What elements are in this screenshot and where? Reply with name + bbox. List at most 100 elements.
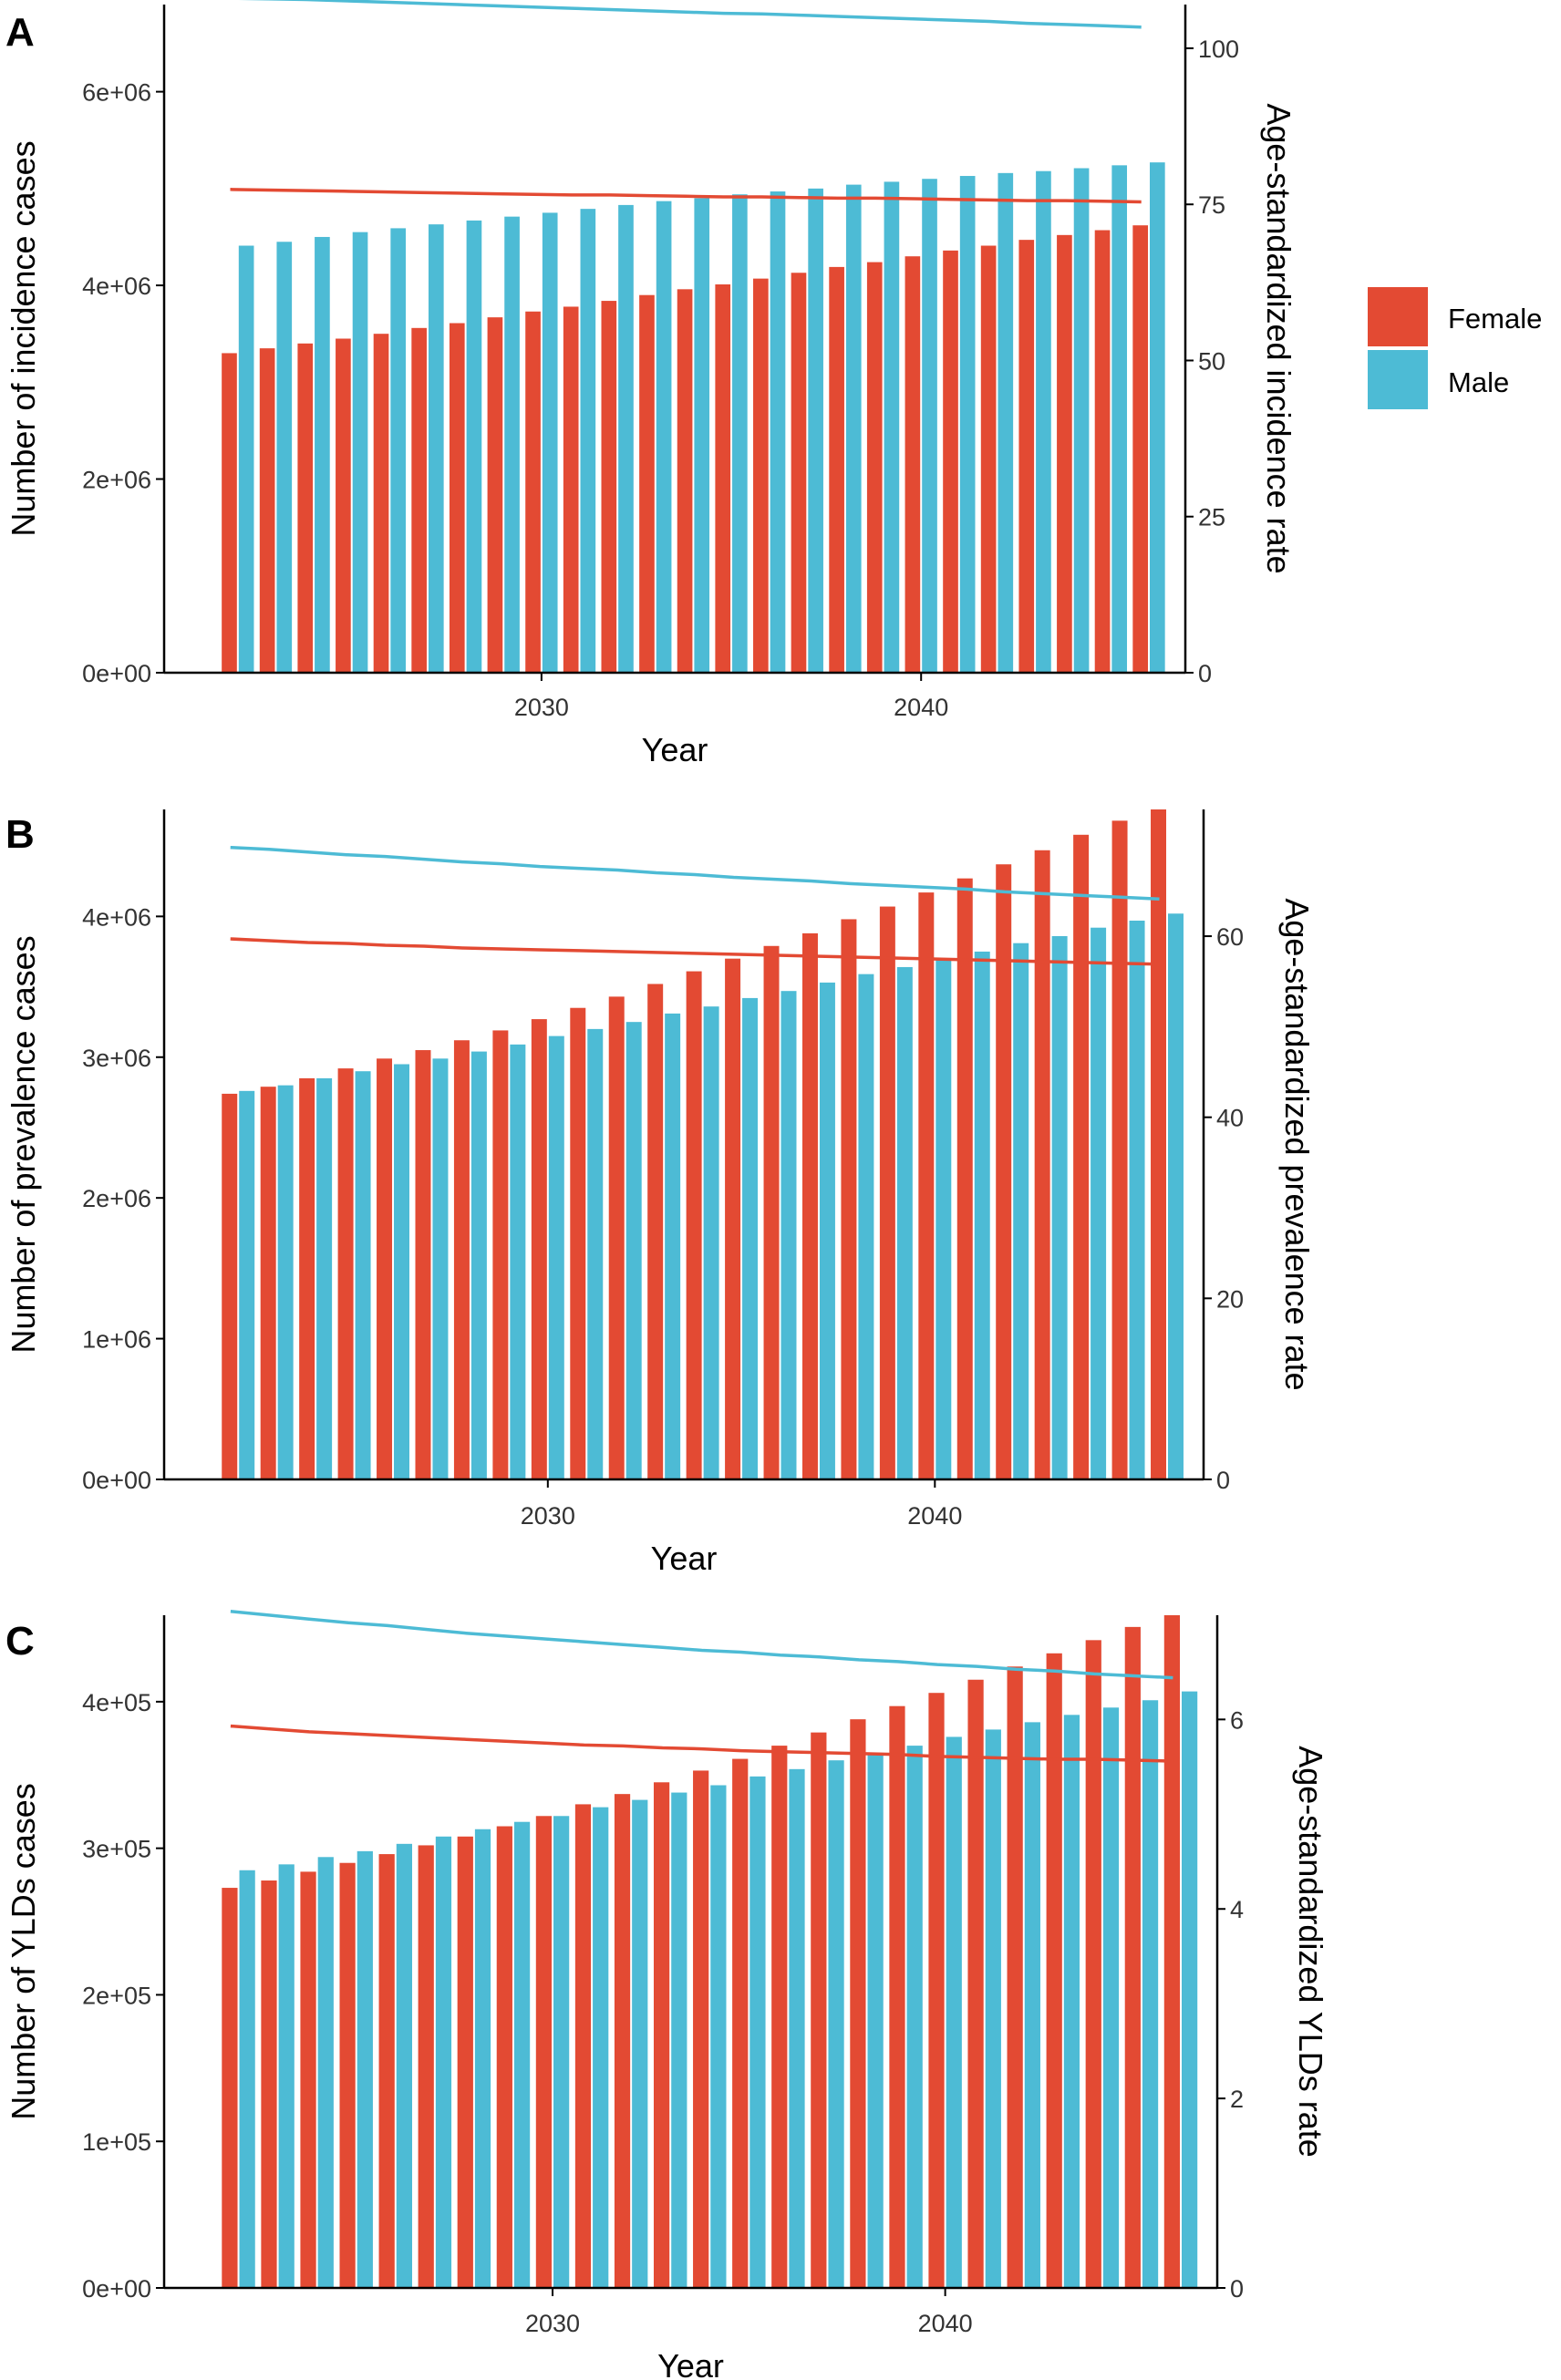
panel-letter: A <box>5 10 35 55</box>
bar-female-2032 <box>614 1794 631 2288</box>
bar-female-2024 <box>300 1871 316 2288</box>
y2-tick-label: 75 <box>1198 191 1225 219</box>
bar-male-2024 <box>316 1077 333 1479</box>
bar-female-2034 <box>686 971 702 1479</box>
bar-male-2024 <box>317 1857 334 2288</box>
bar-female-2035 <box>715 284 731 673</box>
bar-female-2036 <box>753 278 769 673</box>
bar-female-2030 <box>531 1019 547 1479</box>
y-axis-title: Number of prevalence cases <box>5 935 42 1353</box>
bar-male-2029 <box>510 1044 526 1479</box>
y2-tick-label: 60 <box>1216 923 1244 951</box>
bar-male-2027 <box>435 1836 452 2288</box>
bar-male-2036 <box>780 991 797 1479</box>
bar-female-2026 <box>377 1058 393 1479</box>
bar-male-2032 <box>625 1022 642 1479</box>
bar-male-2035 <box>749 1776 766 2288</box>
bar-male-2024 <box>315 236 330 673</box>
bar-male-2025 <box>357 1850 373 2288</box>
bar-female-2034 <box>693 1770 709 2288</box>
panel-letter: C <box>5 1619 35 1664</box>
bar-female-2040 <box>928 1693 945 2288</box>
line-male-rate <box>230 845 1160 902</box>
bar-male-2040 <box>946 1736 962 2288</box>
bar-male-2043 <box>1036 170 1051 673</box>
bar-male-2041 <box>959 176 976 673</box>
bar-male-2045 <box>1142 1700 1159 2288</box>
bar-female-2022 <box>222 1093 238 1479</box>
bar-male-2041 <box>985 1729 1001 2288</box>
bar-male-2045 <box>1111 165 1128 674</box>
legend-label-male: Male <box>1448 366 1509 398</box>
bar-male-2026 <box>390 228 406 674</box>
bar-male-2030 <box>553 1816 570 2288</box>
bar-male-2033 <box>665 1013 681 1479</box>
bar-female-2033 <box>653 1782 670 2288</box>
bar-male-2027 <box>432 1058 449 1479</box>
bar-female-2044 <box>1057 234 1072 673</box>
bar-female-2038 <box>841 919 857 1479</box>
bar-female-2031 <box>574 1804 592 2288</box>
bar-female-2023 <box>261 1880 277 2288</box>
line-female-rate <box>230 937 1160 966</box>
legend-swatch-female <box>1368 287 1428 346</box>
bar-male-2025 <box>352 232 368 673</box>
y2-tick-label: 0 <box>1198 660 1212 687</box>
bar-female-2037 <box>791 273 807 673</box>
y-axis-title: Number of incidence cases <box>5 140 42 536</box>
y2-tick-label: 2 <box>1230 2086 1244 2113</box>
bar-female-2034 <box>677 289 693 673</box>
x-tick-label: 2030 <box>525 2310 580 2337</box>
bar-female-2024 <box>297 343 314 673</box>
y-tick-label: 3e+06 <box>82 1045 151 1072</box>
y2-tick-label: 20 <box>1216 1285 1244 1313</box>
bar-male-2040 <box>922 179 937 673</box>
y-tick-label: 0e+00 <box>82 660 151 687</box>
bar-female-2042 <box>1007 1666 1023 2288</box>
y2-tick-label: 0 <box>1216 1467 1230 1494</box>
bar-male-2037 <box>808 188 823 673</box>
bar-male-2030 <box>542 212 558 673</box>
bar-male-2022 <box>239 1870 255 2288</box>
y-tick-label: 2e+05 <box>82 1982 151 2009</box>
bar-female-2046 <box>1163 1615 1180 2288</box>
bar-male-2044 <box>1073 168 1090 674</box>
bar-female-2031 <box>570 1007 586 1479</box>
bar-female-2024 <box>299 1077 315 1479</box>
bar-female-2042 <box>980 245 997 673</box>
bar-female-2029 <box>496 1826 512 2288</box>
bar-male-2038 <box>845 184 862 673</box>
bar-male-2031 <box>593 1807 609 2288</box>
bar-female-2041 <box>943 250 958 673</box>
bar-female-2025 <box>337 1068 354 1479</box>
y2-axis-title: Age-standardized YLDs rate <box>1292 1746 1329 2158</box>
panel-c: 0e+00 1e+05 2e+05 3e+05 4e+05 0 2 4 6 2030 2040 Yea… <box>5 1610 1329 2380</box>
y2-axis-title: Age-standardized incidence rate <box>1260 103 1297 573</box>
panel-a: 0e+00 2e+06 4e+06 6e+06 0 25 50 75 100 2030 2040 Ye… <box>5 0 1297 768</box>
y2-tick-label: 40 <box>1216 1105 1244 1132</box>
bar-female-2039 <box>879 906 895 1479</box>
y2-tick-label: 4 <box>1230 1896 1244 1923</box>
bar-male-2039 <box>896 966 913 1479</box>
bar-female-2027 <box>418 1845 434 2288</box>
bar-female-2045 <box>1111 820 1128 1479</box>
bar-male-2023 <box>276 242 293 673</box>
bar-male-2030 <box>548 1035 564 1479</box>
bar-female-2040 <box>918 892 935 1479</box>
panel-letter: B <box>5 812 35 857</box>
bar-female-2041 <box>956 878 973 1479</box>
bar-male-2039 <box>906 1746 923 2288</box>
y-tick-label: 2e+06 <box>82 467 151 494</box>
bar-female-2045 <box>1094 230 1111 673</box>
x-axis-title: Year <box>651 1540 718 1577</box>
x-axis-title: Year <box>642 731 708 768</box>
bar-female-2046 <box>1132 225 1148 674</box>
bar-male-2043 <box>1063 1715 1080 2288</box>
bar-male-2032 <box>632 1799 648 2288</box>
line-female-rate <box>230 1724 1173 1763</box>
bar-male-2027 <box>428 224 444 674</box>
bar-female-2044 <box>1085 1640 1101 2288</box>
